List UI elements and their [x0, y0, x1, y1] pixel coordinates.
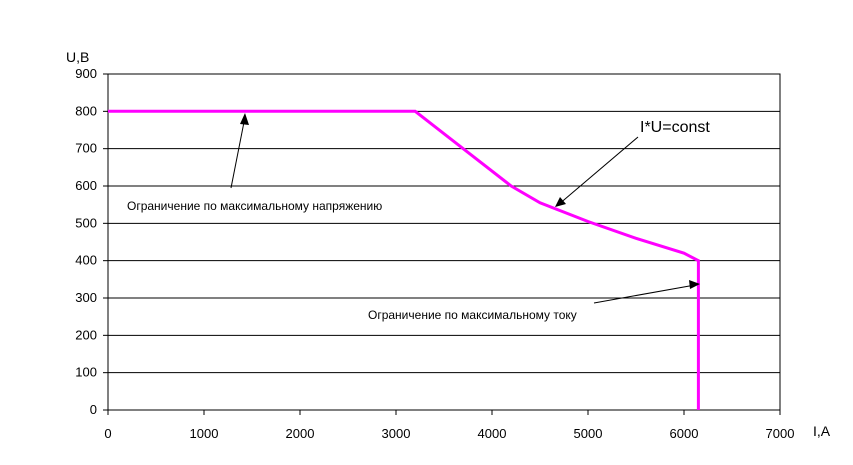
x-axis-title: I,A — [813, 423, 831, 439]
annotation-current-arrowhead — [689, 280, 700, 289]
annotation-voltage-arrow — [230, 116, 246, 189]
x-tick-label: 5000 — [574, 426, 603, 441]
tick-labels: 0 100 200 300 400 500 600 700 800 900 0 1000 2000 300… — [75, 66, 794, 441]
y-tick-label: 400 — [75, 253, 97, 268]
y-tick-label: 800 — [75, 103, 97, 118]
annotation-const-power-arrow — [557, 136, 639, 206]
annotation-voltage-limit: Ограничение по максимальному напряжению — [127, 199, 382, 213]
x-tick-label: 0 — [104, 426, 111, 441]
y-tick-label: 700 — [75, 141, 97, 156]
annotation-const-power: I*U=const — [640, 119, 710, 136]
annotation-const-power-arrowhead — [555, 197, 566, 207]
y-tick-label: 100 — [75, 365, 97, 380]
y-tick-label: 500 — [75, 215, 97, 230]
y-tick-label: 900 — [75, 66, 97, 81]
plot-area-border — [107, 73, 781, 411]
x-tick-label: 4000 — [478, 426, 507, 441]
x-tick-label: 7000 — [766, 426, 795, 441]
series — [108, 109, 700, 410]
x-tick-label: 2000 — [286, 426, 315, 441]
x-tick-label: 3000 — [382, 426, 411, 441]
y-tick-label: 300 — [75, 290, 97, 305]
y-tick-label: 0 — [90, 402, 97, 417]
annotation-voltage-arrowhead — [240, 113, 249, 125]
series-line — [108, 109, 700, 410]
y-tick-label: 200 — [75, 327, 97, 342]
x-tick-label: 6000 — [670, 426, 699, 441]
y-axis-title: U,B — [66, 49, 89, 65]
annotation-current-arrow — [593, 284, 696, 304]
x-tick-label: 1000 — [190, 426, 219, 441]
y-tick-label: 600 — [75, 178, 97, 193]
annotation-current-limit: Ограничение по максимальному току — [368, 308, 577, 322]
